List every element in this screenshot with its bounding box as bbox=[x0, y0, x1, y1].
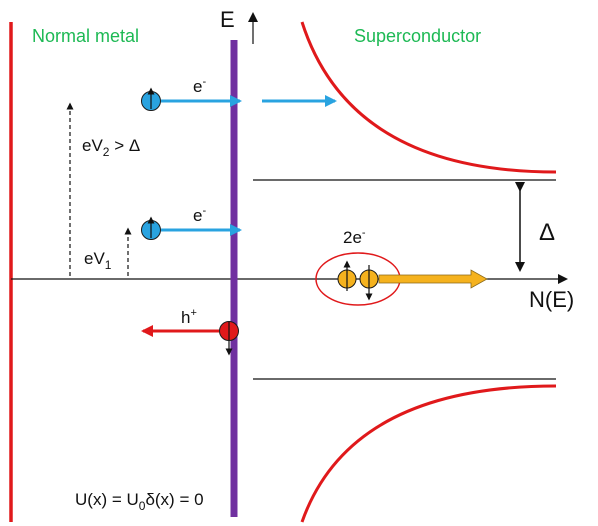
hole bbox=[219, 321, 239, 356]
superconductor-label: Superconductor bbox=[354, 26, 481, 46]
cooper-pair-electron-down bbox=[359, 265, 379, 301]
electron-bottom bbox=[141, 216, 161, 240]
normal-metal-label: Normal metal bbox=[32, 26, 139, 46]
potential-label: U(x) = U0δ(x) = 0 bbox=[75, 490, 204, 513]
electron-bottom-label: e- bbox=[193, 205, 206, 225]
upper-dos-curve bbox=[300, 21, 557, 174]
lower-dos-curve bbox=[300, 384, 557, 523]
dos-axis-label: N(E) bbox=[529, 287, 574, 312]
energy-axis-label: E bbox=[220, 7, 235, 32]
ev2-label: eV2 > Δ bbox=[82, 136, 140, 159]
gap-label: Δ bbox=[539, 219, 555, 246]
electron-top bbox=[141, 87, 161, 111]
electron-top-label: e- bbox=[193, 76, 206, 96]
cooper-pair-arrow bbox=[378, 269, 488, 289]
cooper-pair-electron-up bbox=[337, 260, 357, 291]
cooper-pair-label: 2e- bbox=[343, 227, 366, 247]
hole-label: h+ bbox=[181, 307, 197, 327]
ev1-label: eV1 bbox=[84, 249, 112, 272]
